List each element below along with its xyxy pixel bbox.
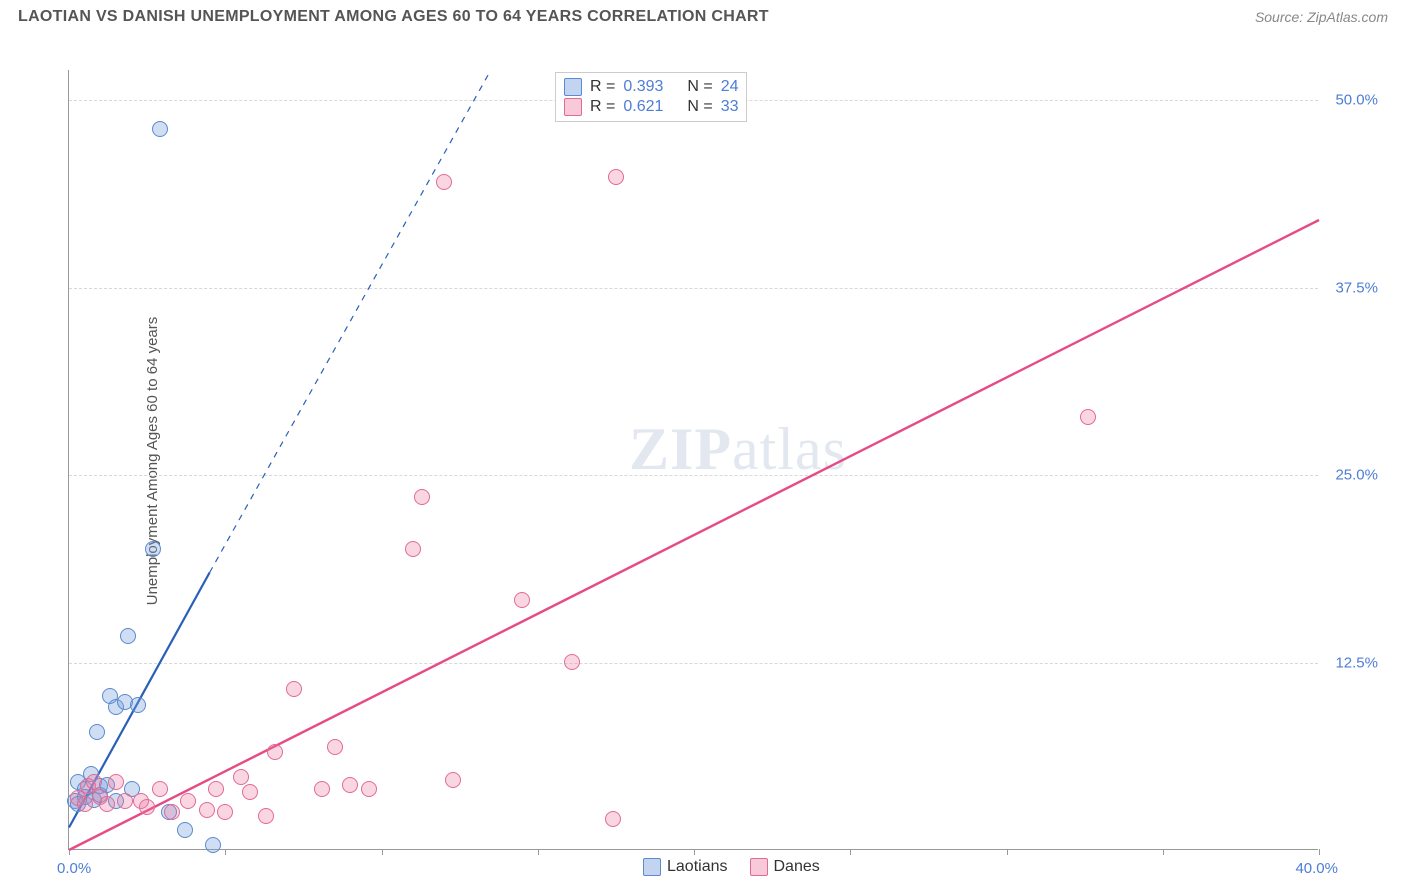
data-point-danes (327, 739, 343, 755)
data-point-danes (267, 744, 283, 760)
r-label: R = (590, 78, 615, 96)
data-point-danes (514, 592, 530, 608)
x-tick-label-max: 40.0% (1295, 860, 1338, 877)
legend-item: Danes (750, 858, 820, 876)
data-point-laotians (120, 628, 136, 644)
x-tick (538, 849, 539, 855)
trend-lines (69, 70, 1318, 849)
stats-row: R = 0.393 N = 24 (564, 77, 738, 97)
data-point-laotians (205, 837, 221, 853)
x-tick-label-min: 0.0% (57, 860, 91, 877)
trendline-dash-laotians (210, 70, 491, 573)
y-tick-label: 12.5% (1335, 654, 1378, 671)
data-point-danes (99, 796, 115, 812)
n-value: 33 (721, 98, 739, 116)
data-point-danes (405, 541, 421, 557)
legend-item: Laotians (643, 858, 728, 876)
data-point-danes (436, 174, 452, 190)
stats-row: R = 0.621 N = 33 (564, 97, 738, 117)
n-label: N = (687, 78, 712, 96)
r-value: 0.621 (623, 98, 673, 116)
data-point-laotians (177, 822, 193, 838)
data-point-danes (108, 774, 124, 790)
data-point-danes (342, 777, 358, 793)
plot-area: 12.5%25.0%37.5%50.0%0.0%40.0%ZIPatlas (68, 70, 1318, 850)
legend-swatch (750, 858, 768, 876)
y-tick-label: 37.5% (1335, 279, 1378, 296)
legend-label: Laotians (667, 858, 728, 876)
data-point-danes (180, 793, 196, 809)
x-tick (382, 849, 383, 855)
trendline-danes (69, 220, 1319, 850)
data-point-danes (139, 799, 155, 815)
n-value: 24 (721, 78, 739, 96)
x-tick (1319, 849, 1320, 855)
chart-source: Source: ZipAtlas.com (1255, 9, 1388, 25)
r-value: 0.393 (623, 78, 673, 96)
data-point-danes (199, 802, 215, 818)
data-point-danes (86, 774, 102, 790)
legend-swatch (564, 78, 582, 96)
data-point-danes (117, 793, 133, 809)
data-point-danes (77, 796, 93, 812)
chart-header: LAOTIAN VS DANISH UNEMPLOYMENT AMONG AGE… (0, 0, 1406, 32)
legend-label: Danes (774, 858, 820, 876)
data-point-danes (164, 804, 180, 820)
data-point-danes (258, 808, 274, 824)
r-label: R = (590, 98, 615, 116)
data-point-danes (217, 804, 233, 820)
y-tick-label: 25.0% (1335, 467, 1378, 484)
legend-swatch (643, 858, 661, 876)
data-point-laotians (152, 121, 168, 137)
data-point-laotians (89, 724, 105, 740)
x-tick (1007, 849, 1008, 855)
legend-swatch (564, 98, 582, 116)
chart-container: Unemployment Among Ages 60 to 64 years 1… (18, 32, 1388, 890)
data-point-danes (605, 811, 621, 827)
data-point-danes (152, 781, 168, 797)
data-point-laotians (130, 697, 146, 713)
data-point-danes (608, 169, 624, 185)
data-point-danes (208, 781, 224, 797)
data-point-danes (564, 654, 580, 670)
data-point-danes (1080, 409, 1096, 425)
data-point-danes (286, 681, 302, 697)
x-tick (225, 849, 226, 855)
x-tick (850, 849, 851, 855)
data-point-danes (314, 781, 330, 797)
x-tick (694, 849, 695, 855)
x-tick (1163, 849, 1164, 855)
data-point-danes (361, 781, 377, 797)
data-point-laotians (145, 541, 161, 557)
data-point-danes (242, 784, 258, 800)
chart-title: LAOTIAN VS DANISH UNEMPLOYMENT AMONG AGE… (18, 8, 769, 26)
series-legend: Laotians Danes (643, 858, 820, 876)
data-point-danes (414, 489, 430, 505)
data-point-danes (445, 772, 461, 788)
n-label: N = (687, 98, 712, 116)
y-tick-label: 50.0% (1335, 92, 1378, 109)
data-point-danes (233, 769, 249, 785)
stats-legend: R = 0.393 N = 24 R = 0.621 N = 33 (555, 72, 747, 122)
